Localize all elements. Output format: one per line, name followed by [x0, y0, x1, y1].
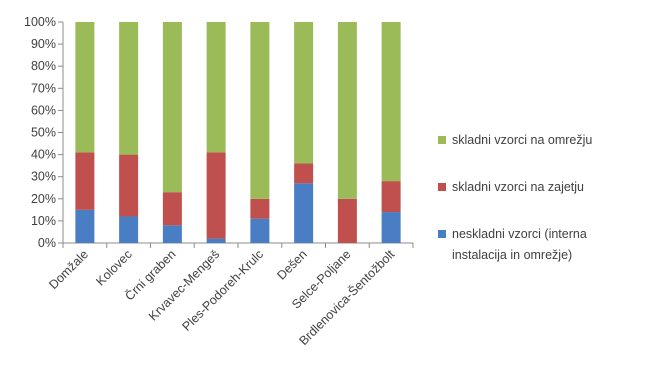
bar-segment	[381, 181, 401, 213]
bar-segment	[75, 209, 95, 243]
bar-segment	[119, 22, 139, 155]
bar-segment	[250, 218, 270, 243]
bar-segment	[250, 198, 270, 219]
x-tick-label: Ples-Podoreh-Krulc	[179, 247, 266, 334]
y-tick-label: 50%	[31, 126, 56, 140]
y-tick-label: 0%	[38, 236, 56, 250]
y-tick-label: 90%	[31, 37, 56, 51]
legend-label: skladni vzorci na zajetju	[452, 180, 584, 194]
x-tick-label: Kolovec	[93, 247, 134, 288]
y-tick-label: 40%	[31, 148, 56, 162]
legend-label: skladni vzorci na omrežju	[452, 133, 592, 147]
y-tick-label: 30%	[31, 170, 56, 184]
y-tick-label: 70%	[31, 81, 56, 95]
bar-segment	[206, 238, 226, 243]
bar-segment	[381, 212, 401, 243]
bar-segment	[381, 22, 401, 182]
y-tick-label: 60%	[31, 103, 56, 117]
bar-segment	[294, 183, 314, 243]
x-tick-label: Dešen	[274, 247, 309, 282]
legend-swatch	[438, 230, 446, 238]
bar-segment	[337, 22, 357, 199]
y-tick-label: 100%	[24, 15, 56, 29]
legend-swatch	[438, 136, 446, 144]
legend-swatch	[438, 183, 446, 191]
bar-segment	[250, 22, 270, 199]
bar-segment	[206, 22, 226, 153]
y-tick-label: 10%	[31, 214, 56, 228]
bar-segment	[294, 163, 314, 184]
bar-segment	[119, 216, 139, 243]
bar-segment	[162, 192, 182, 226]
legend-label: instalacija in omrežje)	[452, 248, 572, 262]
bar-segment	[75, 22, 95, 153]
bar-segment	[206, 152, 226, 239]
y-tick-label: 20%	[31, 192, 56, 206]
bar-segment	[162, 225, 182, 243]
bar-segment	[162, 22, 182, 193]
bar-segment	[337, 198, 357, 243]
y-tick-label: 80%	[31, 59, 56, 73]
x-tick-label: Domžale	[46, 247, 91, 292]
bar-segment	[119, 154, 139, 217]
legend-label: neskladni vzorci (interna	[452, 227, 587, 241]
bar-segment	[75, 152, 95, 210]
bar-segment	[294, 22, 314, 164]
